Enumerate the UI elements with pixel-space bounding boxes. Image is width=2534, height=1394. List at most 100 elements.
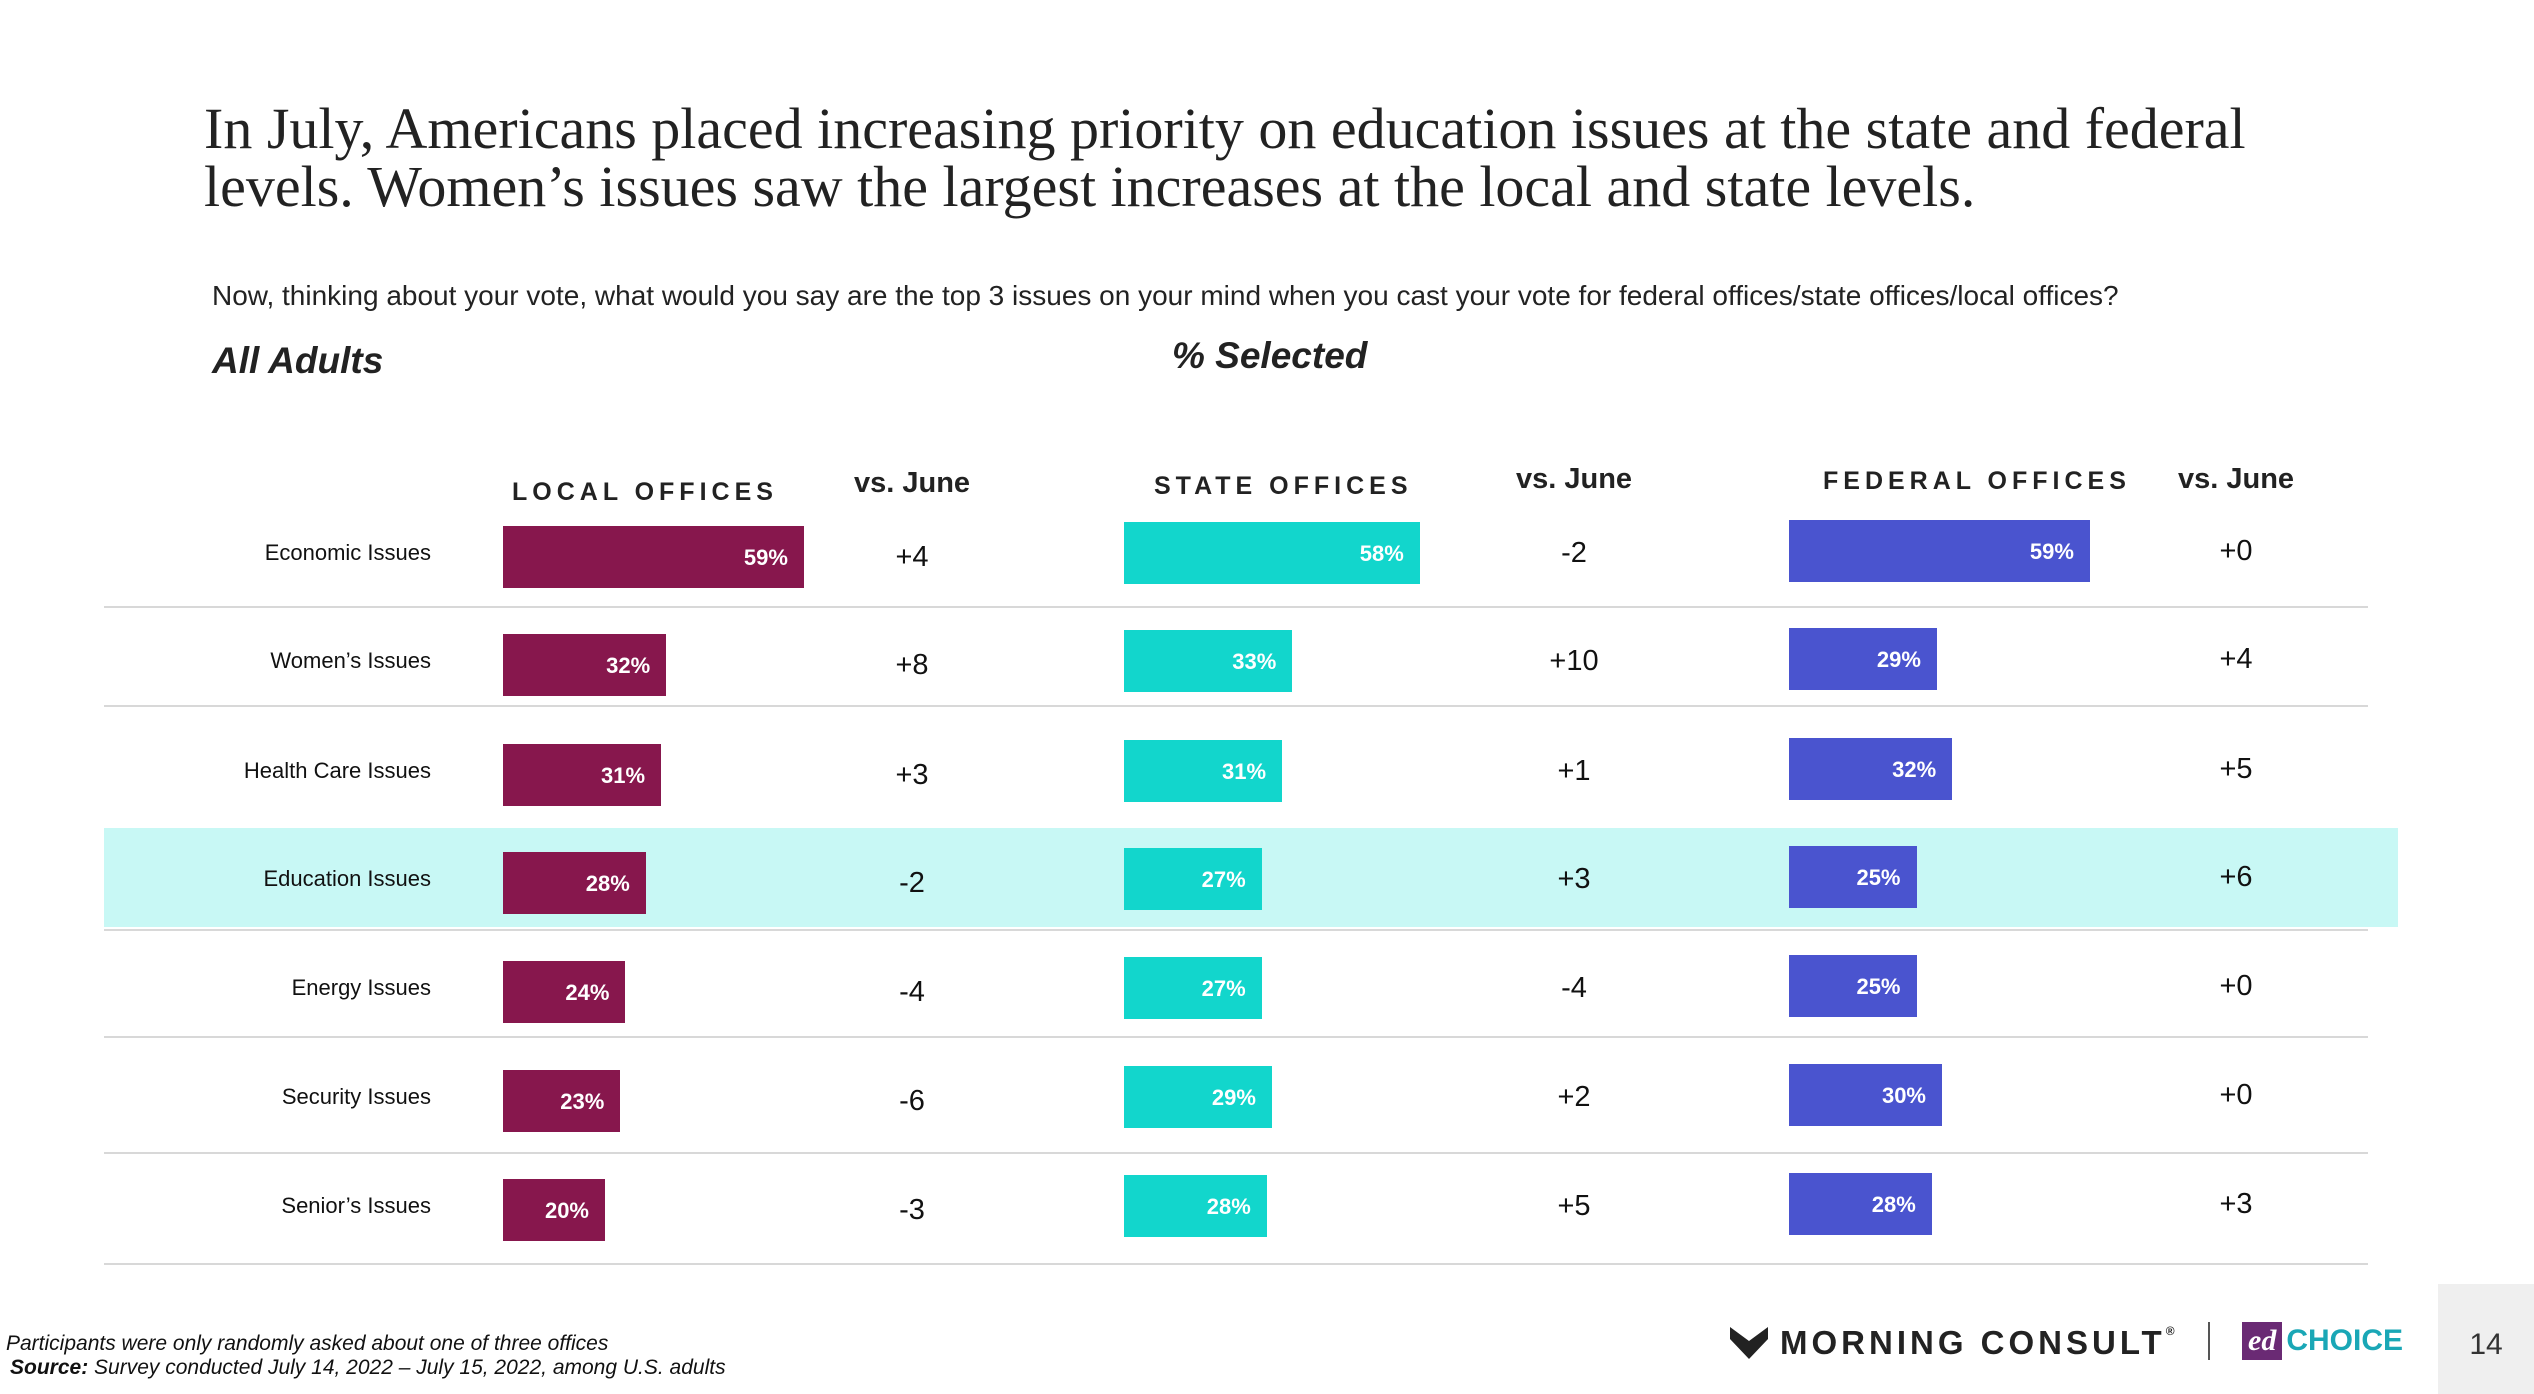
footnote: Participants were only randomly asked ab…	[6, 1332, 609, 1355]
vs-june-federal-women-s-issues: +4	[2219, 643, 2253, 675]
vs-june-state-senior-s-issues: +5	[1557, 1190, 1591, 1222]
bar-state-health-care-issues	[1124, 740, 1283, 802]
registered-mark: ®	[2165, 1324, 2179, 1338]
bar-federal-health-care-issues	[1789, 738, 1953, 800]
bar-local-economic-issues	[503, 526, 804, 588]
source-label: Source:	[10, 1356, 89, 1379]
bar-federal-senior-s-issues	[1789, 1173, 1932, 1235]
row-label-energy-issues: Energy Issues	[291, 975, 431, 1000]
page-title: In July, Americans placed increasing pri…	[204, 96, 2246, 219]
vs-june-local-security-issues: -6	[899, 1085, 925, 1117]
page-number-box	[2438, 1284, 2534, 1394]
morning-consult-mark-icon	[1730, 1327, 1768, 1359]
vs-june-local-women-s-issues: +8	[895, 649, 929, 681]
bar-local-health-care-issues	[503, 744, 662, 806]
row-label-health-care-issues: Health Care Issues	[243, 758, 431, 783]
bar-label-federal-energy-issues: 25%	[1856, 974, 1901, 999]
source-text: Survey conducted July 14, 2022 – July 15…	[88, 1356, 726, 1379]
bar-federal-economic-issues	[1789, 520, 2090, 582]
vs-june-federal-senior-s-issues: +3	[2219, 1188, 2253, 1220]
morning-consult-wordmark: MORNING CONSULT	[1780, 1324, 2166, 1361]
vs-june-local-energy-issues: -4	[899, 976, 925, 1008]
bar-local-security-issues	[503, 1070, 621, 1132]
bar-label-local-security-issues: 23%	[560, 1089, 605, 1114]
vs-june-state-education-issues: +3	[1557, 863, 1591, 895]
bar-label-federal-senior-s-issues: 28%	[1871, 1192, 1916, 1217]
edchoice-ed-mark: ed	[2242, 1322, 2283, 1360]
bar-label-state-energy-issues: 27%	[1201, 976, 1246, 1001]
bar-label-state-economic-issues: 58%	[1359, 541, 1404, 566]
vs-june-state-health-care-issues: +1	[1557, 755, 1591, 787]
header-local-offices: LOCAL OFFICES	[512, 478, 778, 506]
bar-label-federal-economic-issues: 59%	[2029, 539, 2074, 564]
header-state-vs-june: vs. June	[1516, 463, 1633, 495]
bar-label-local-health-care-issues: 31%	[601, 763, 646, 788]
row-separator	[104, 705, 2368, 707]
row-separator	[104, 929, 2368, 931]
bar-state-education-issues	[1124, 848, 1262, 910]
bar-label-federal-security-issues: 30%	[1881, 1083, 1926, 1108]
bar-state-women-s-issues	[1124, 630, 1293, 692]
morning-consult-logo: MORNING CONSULT®	[1730, 1318, 2179, 1368]
vs-june-federal-energy-issues: +0	[2219, 970, 2253, 1002]
bar-federal-energy-issues	[1789, 955, 1917, 1017]
bar-label-federal-health-care-issues: 32%	[1892, 757, 1937, 782]
row-separator	[104, 1152, 2368, 1154]
edchoice-wordmark: CHOICE	[2286, 1324, 2404, 1357]
bar-federal-women-s-issues	[1789, 628, 1937, 690]
segment-label: All Adults	[212, 340, 384, 381]
vs-june-federal-health-care-issues: +5	[2219, 753, 2253, 785]
row-separator	[104, 1263, 2368, 1265]
bar-label-state-health-care-issues: 31%	[1222, 759, 1267, 784]
bar-state-economic-issues	[1124, 522, 1420, 584]
row-label-education-issues: Education Issues	[263, 866, 431, 891]
bar-label-local-education-issues: 28%	[585, 871, 630, 896]
bar-label-local-senior-s-issues: 20%	[544, 1198, 589, 1223]
vs-june-local-senior-s-issues: -3	[899, 1194, 925, 1226]
bar-label-state-security-issues: 29%	[1211, 1085, 1256, 1110]
row-separator	[104, 1036, 2368, 1038]
row-label-senior-s-issues: Senior’s Issues	[281, 1193, 431, 1218]
vs-june-state-economic-issues: -2	[1561, 537, 1587, 569]
vs-june-local-economic-issues: +4	[895, 541, 929, 573]
survey-question: Now, thinking about your vote, what woul…	[212, 280, 2119, 311]
logo-divider	[2208, 1322, 2210, 1360]
bar-state-senior-s-issues	[1124, 1175, 1267, 1237]
bar-label-federal-education-issues: 25%	[1856, 865, 1901, 890]
edchoice-logo: ed CHOICE	[2242, 1316, 2403, 1366]
bar-label-state-women-s-issues: 33%	[1232, 649, 1277, 674]
bar-label-local-women-s-issues: 32%	[606, 653, 651, 678]
row-label-women-s-issues: Women’s Issues	[270, 648, 431, 673]
bar-label-state-education-issues: 27%	[1201, 867, 1246, 892]
bar-local-education-issues	[503, 852, 646, 914]
vs-june-local-education-issues: -2	[899, 867, 925, 899]
header-federal-vs-june: vs. June	[2178, 463, 2295, 495]
vs-june-local-health-care-issues: +3	[895, 759, 929, 791]
header-federal-offices: FEDERAL OFFICES	[1823, 467, 2131, 495]
bar-local-women-s-issues	[503, 634, 667, 696]
bar-label-state-senior-s-issues: 28%	[1206, 1194, 1251, 1219]
bar-state-energy-issues	[1124, 957, 1262, 1019]
bar-federal-security-issues	[1789, 1064, 1942, 1126]
header-local-vs-june: vs. June	[854, 467, 971, 499]
bar-local-energy-issues	[503, 961, 626, 1023]
vs-june-state-energy-issues: -4	[1561, 972, 1587, 1004]
row-label-security-issues: Security Issues	[281, 1084, 431, 1109]
vs-june-state-security-issues: +2	[1557, 1081, 1591, 1113]
vs-june-state-women-s-issues: +10	[1549, 645, 1599, 677]
bar-local-senior-s-issues	[503, 1179, 605, 1241]
header-state-offices: STATE OFFICES	[1154, 472, 1413, 500]
source-note: Source: Survey conducted July 14, 2022 –…	[10, 1356, 726, 1380]
bar-label-local-economic-issues: 59%	[743, 545, 788, 570]
vs-june-federal-education-issues: +6	[2219, 861, 2253, 893]
vs-june-federal-security-issues: +0	[2219, 1079, 2253, 1111]
bar-federal-education-issues	[1789, 846, 1917, 908]
page-number: 14	[2469, 1328, 2503, 1361]
vs-june-federal-economic-issues: +0	[2219, 535, 2253, 567]
bar-label-local-energy-issues: 24%	[565, 980, 610, 1005]
row-separator	[104, 606, 2368, 608]
bar-state-security-issues	[1124, 1066, 1272, 1128]
measure-label: % Selected	[1172, 335, 1368, 376]
bar-label-federal-women-s-issues: 29%	[1876, 647, 1921, 672]
row-label-economic-issues: Economic Issues	[264, 540, 431, 565]
